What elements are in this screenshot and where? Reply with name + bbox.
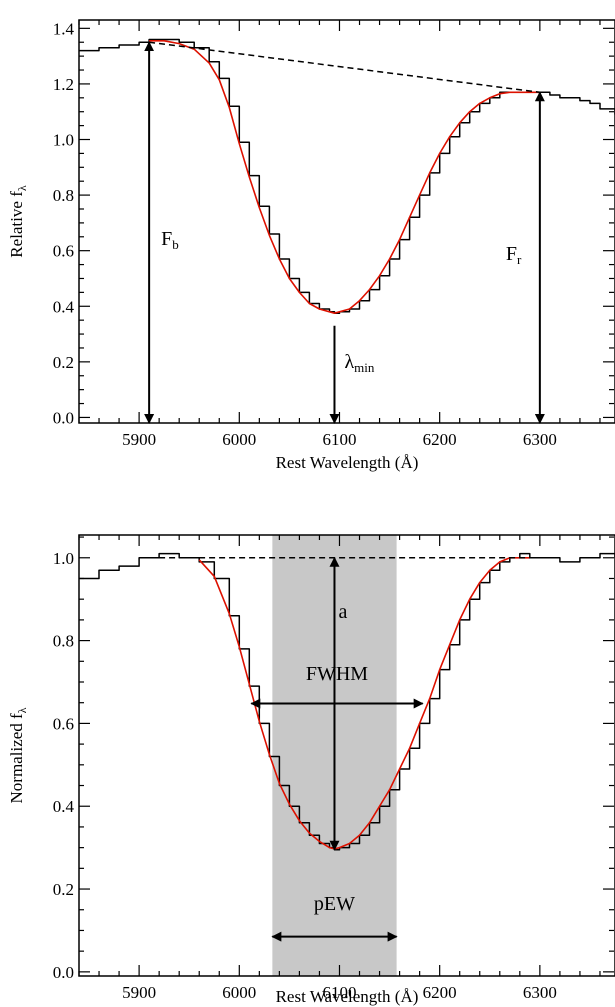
annotation-label: pEW <box>314 893 355 915</box>
axes-group: 5900 6000 6100 6200 6300 0.0 0.2 0.4 0.6 0.8 1.0 <box>53 534 615 1002</box>
y-tick-label: 0.0 <box>53 963 74 982</box>
observed-line <box>79 38 615 314</box>
observed-line <box>79 552 615 851</box>
x-tick-label: 5900 <box>122 430 156 449</box>
annotation-label: Fr <box>506 243 522 267</box>
x-tick-label: 6100 <box>322 430 356 449</box>
series-group <box>79 38 615 314</box>
annotation-label: a <box>338 601 347 623</box>
annotations-group: Fb Fr λmin <box>144 41 545 424</box>
annotation-label: FWHM <box>306 663 368 685</box>
axes-group: 5900 6000 6100 6200 6300 0.0 0.2 0.4 0.6 0.8 1.0 1.… <box>53 19 615 449</box>
y-tick-label: 0.6 <box>53 714 74 733</box>
y-tick-label: 0.8 <box>53 632 74 651</box>
y-tick-label: 0.4 <box>53 297 75 316</box>
y-tick-label: 0.4 <box>53 797 75 816</box>
x-axis-label: Rest Wavelength (Å) <box>276 987 419 1006</box>
y-tick-label: 0.0 <box>53 408 74 427</box>
y-tick-label: 1.0 <box>53 549 74 568</box>
x-tick-label: 6000 <box>222 983 256 1002</box>
x-tick-label: 6300 <box>523 983 557 1002</box>
y-tick-label: 0.2 <box>53 880 74 899</box>
normalized-flux-panel: a FWHM pEW 5900 6000 6100 6200 6300 0.0 0.2 0.4 0.… <box>7 534 615 1006</box>
x-tick-label: 5900 <box>122 983 156 1002</box>
y-tick-label: 0.6 <box>53 242 74 261</box>
x-tick-label: 6200 <box>423 983 457 1002</box>
y-axis-label: Normalized fλ <box>7 707 29 803</box>
x-tick-label: 6100 <box>322 983 356 1002</box>
y-tick-label: 0.8 <box>53 186 74 205</box>
annotation-label: Fb <box>161 228 179 252</box>
y-tick-label: 1.0 <box>53 131 74 150</box>
plot-frame <box>78 19 615 424</box>
series-group <box>79 552 615 851</box>
x-tick-label: 6000 <box>222 430 256 449</box>
y-tick-label: 1.4 <box>53 19 75 38</box>
x-tick-label: 6200 <box>423 430 457 449</box>
x-tick-label: 6300 <box>523 430 557 449</box>
fit-line <box>149 40 540 314</box>
pseudo-continuum-line <box>149 41 540 94</box>
y-tick-label: 0.2 <box>53 353 74 372</box>
y-tick-label: 1.2 <box>53 75 74 94</box>
relative-flux-panel: Fb Fr λmin 5900 6000 6100 6200 6300 0.0 0.2 0.4 0.… <box>7 19 615 472</box>
y-axis-label: Relative fλ <box>7 185 29 258</box>
fit-line <box>198 557 530 850</box>
annotation-label: λmin <box>344 351 374 375</box>
plot-frame <box>78 534 615 977</box>
annotations-group: a FWHM pEW <box>250 556 424 942</box>
x-axis-label: Rest Wavelength (Å) <box>276 453 419 472</box>
